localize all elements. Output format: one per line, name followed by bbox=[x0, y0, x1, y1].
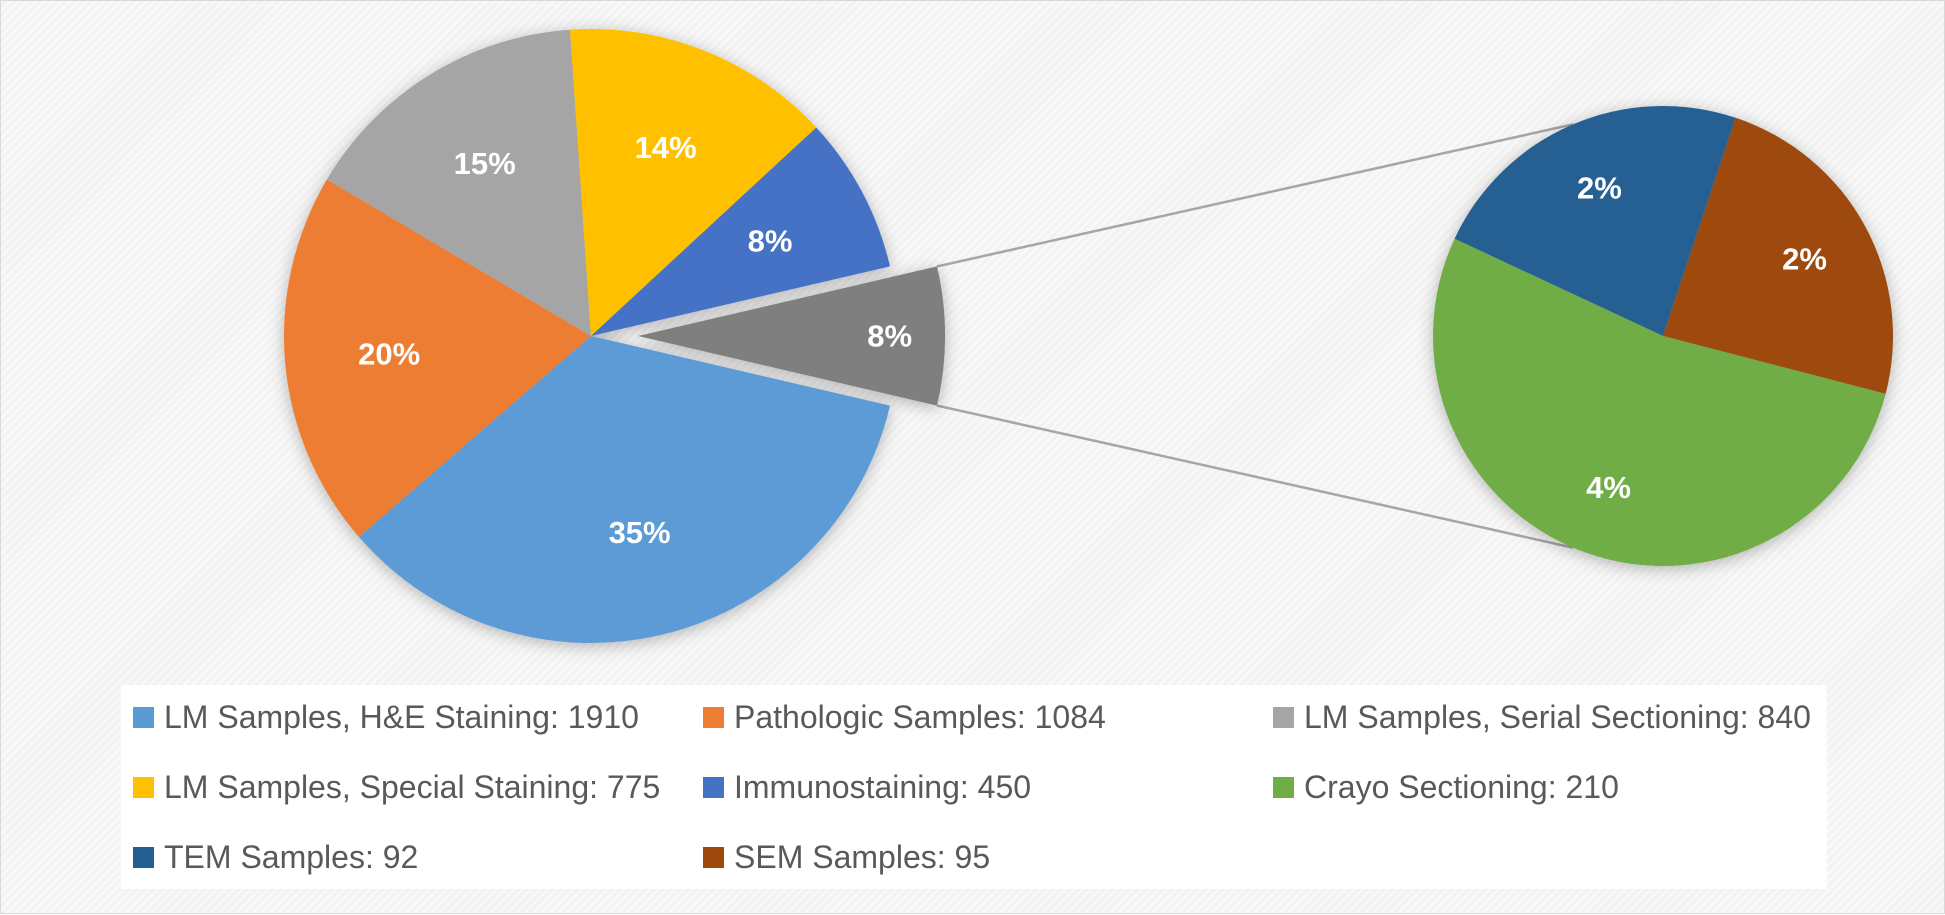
slice-crayo-sectioning bbox=[1432, 238, 1886, 567]
connector-lines bbox=[936, 123, 1574, 549]
main-pie bbox=[284, 28, 945, 643]
data-label-lm-samples-special-staining: 14% bbox=[635, 130, 697, 165]
legend-swatch-lm-serial bbox=[1273, 707, 1294, 728]
slice-lm-samples-hande-staining bbox=[358, 336, 891, 643]
data-label-other: 8% bbox=[867, 319, 912, 354]
slice-lm-samples-special-staining bbox=[569, 28, 817, 337]
legend-item-lm-special: LM Samples, Special Staining: 775 bbox=[133, 769, 660, 806]
legend-swatch-lm-he bbox=[133, 707, 154, 728]
legend-swatch-crayo bbox=[1273, 777, 1294, 798]
slice-sem-samples bbox=[1663, 117, 1893, 394]
legend-label-lm-he: LM Samples, H&E Staining: 1910 bbox=[164, 699, 639, 735]
legend-item-crayo: Crayo Sectioning: 210 bbox=[1273, 769, 1619, 806]
legend-label-crayo: Crayo Sectioning: 210 bbox=[1304, 769, 1619, 805]
legend-swatch-pathologic bbox=[703, 707, 724, 728]
legend-swatch-lm-special bbox=[133, 777, 154, 798]
data-label-tem-samples: 2% bbox=[1577, 171, 1622, 206]
legend-label-tem: TEM Samples: 92 bbox=[164, 839, 419, 875]
slice-tem-samples bbox=[1454, 105, 1736, 336]
legend-label-lm-serial: LM Samples, Serial Sectioning: 840 bbox=[1304, 699, 1811, 735]
connector-line-bottom bbox=[936, 404, 1574, 549]
data-label-lm-samples-serial-sectioning: 15% bbox=[454, 146, 516, 181]
slice-lm-samples-serial-sectioning bbox=[326, 29, 591, 336]
legend-label-sem: SEM Samples: 95 bbox=[734, 839, 991, 875]
data-label-crayo-sectioning: 4% bbox=[1586, 470, 1631, 505]
data-label-sem-samples: 2% bbox=[1782, 242, 1827, 277]
secondary-pie bbox=[1432, 105, 1893, 567]
connector-line-top bbox=[936, 123, 1574, 268]
legend-label-immunostaining: Immunostaining: 450 bbox=[734, 769, 1032, 805]
legend-label-lm-special: LM Samples, Special Staining: 775 bbox=[164, 769, 661, 805]
slice-pathologic-samples bbox=[284, 179, 591, 537]
legend-item-pathologic: Pathologic Samples: 1084 bbox=[703, 699, 1106, 736]
slice-immunostaining bbox=[591, 127, 891, 336]
slice-other bbox=[638, 266, 945, 406]
legend: LM Samples, H&E Staining: 1910 Pathologi… bbox=[121, 685, 1827, 889]
data-label-immunostaining: 8% bbox=[748, 224, 793, 259]
legend-swatch-tem bbox=[133, 847, 154, 868]
legend-item-lm-he: LM Samples, H&E Staining: 1910 bbox=[133, 699, 639, 736]
data-label-pathologic-samples: 20% bbox=[358, 337, 420, 372]
legend-item-lm-serial: LM Samples, Serial Sectioning: 840 bbox=[1273, 699, 1811, 736]
legend-swatch-sem bbox=[703, 847, 724, 868]
legend-item-sem: SEM Samples: 95 bbox=[703, 839, 990, 876]
legend-item-immunostaining: Immunostaining: 450 bbox=[703, 769, 1031, 806]
legend-item-tem: TEM Samples: 92 bbox=[133, 839, 418, 876]
legend-label-pathologic: Pathologic Samples: 1084 bbox=[734, 699, 1106, 735]
data-label-lm-samples-hande-staining: 35% bbox=[609, 515, 671, 550]
percent-labels: 35% 20% 15% 14% 8% 8% 2% 2% 4% bbox=[358, 130, 1827, 550]
legend-swatch-immunostaining bbox=[703, 777, 724, 798]
